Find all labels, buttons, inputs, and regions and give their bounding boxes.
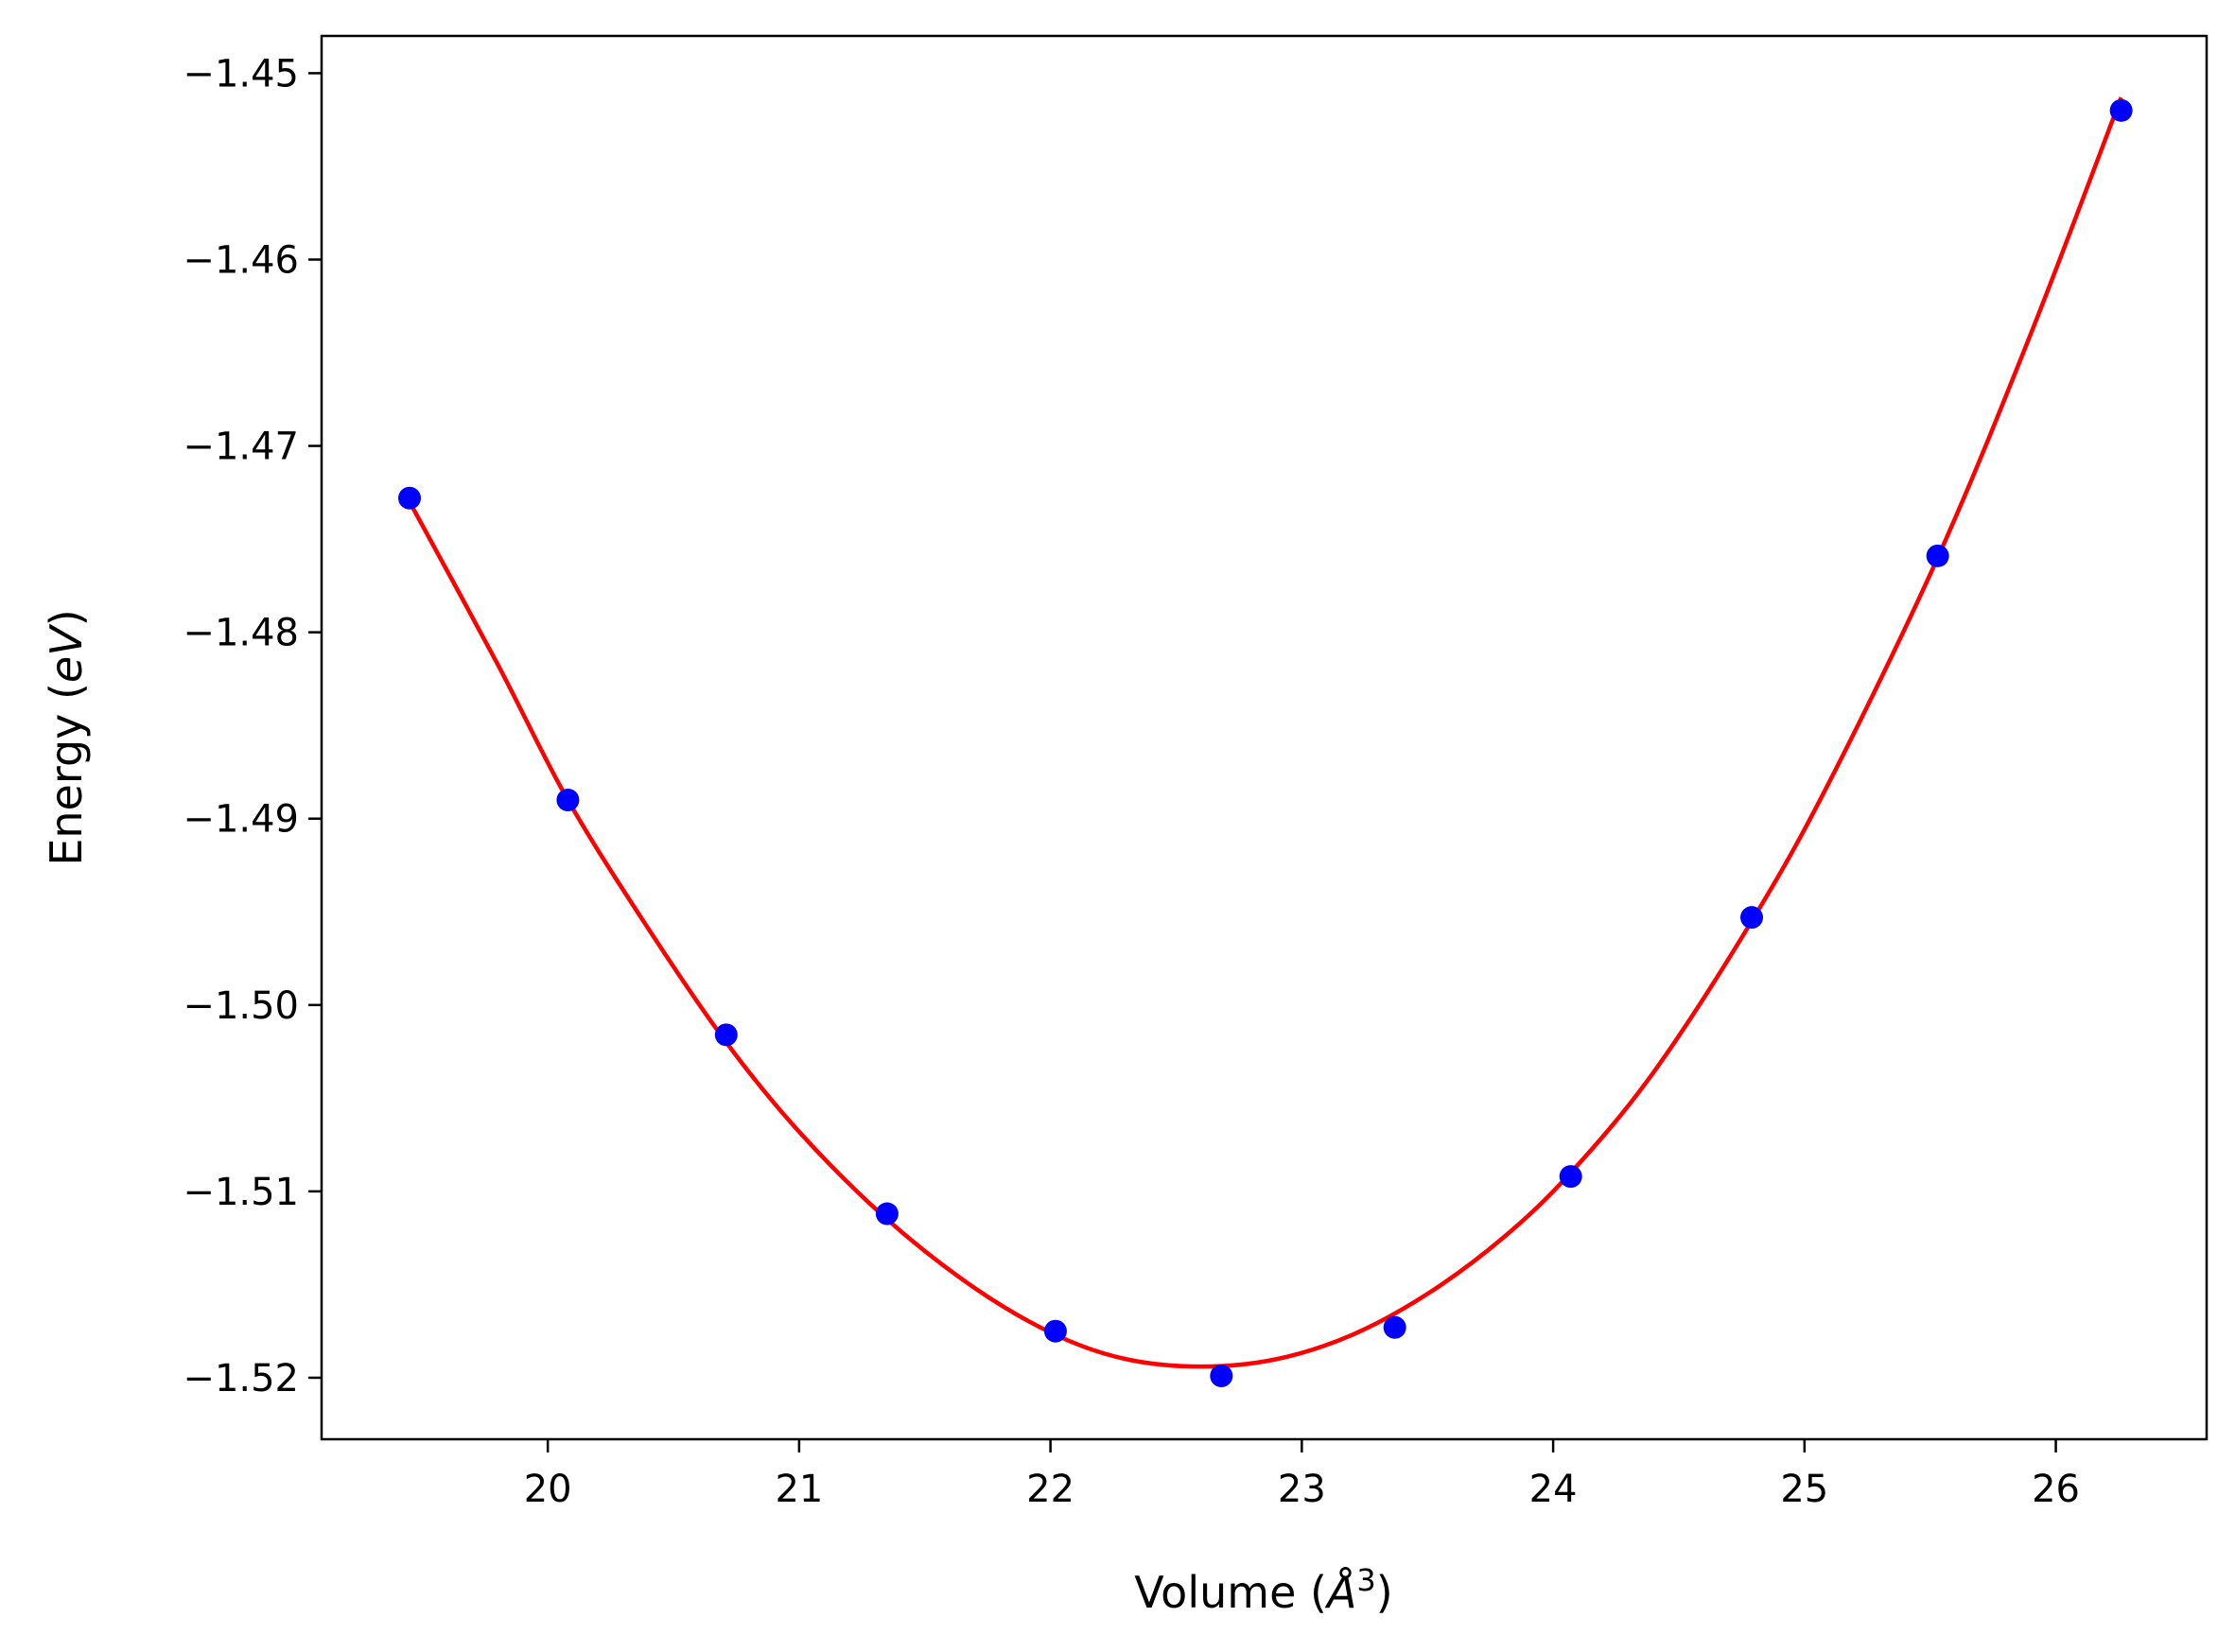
x-axis-label-suffix: ) <box>1376 1567 1393 1618</box>
y-tick-label: −1.45 <box>183 52 299 96</box>
x-axis-label-symbol: Å <box>1324 1567 1356 1618</box>
data-point <box>1740 906 1764 930</box>
data-point <box>1926 544 1949 567</box>
y-axis-label-prefix: Energy ( <box>41 683 92 866</box>
x-axis-label-exponent: 3 <box>1356 1562 1375 1598</box>
data-point <box>1559 1165 1582 1189</box>
data-point <box>1383 1315 1406 1339</box>
plot-frame <box>320 34 2209 1441</box>
x-tick-label: 20 <box>524 1468 572 1511</box>
x-tick-label: 24 <box>1529 1468 1578 1511</box>
y-axis-ticks: −1.45 −1.46 −1.47 −1.48 −1.49 −1.50 −1.51 −1.52 <box>183 52 322 1400</box>
data-point <box>556 789 580 812</box>
y-tick-label: −1.48 <box>183 612 299 655</box>
x-axis-ticks: 20 21 22 23 24 25 26 <box>524 1439 2080 1511</box>
y-axis-label: Energy (eV) <box>41 609 92 865</box>
plot-area <box>322 36 2207 1439</box>
x-tick-label: 25 <box>1780 1468 1828 1511</box>
y-tick-label: −1.47 <box>183 426 299 469</box>
y-tick-label: −1.51 <box>183 1171 299 1214</box>
y-axis-label-suffix: ) <box>41 609 92 626</box>
fit-curve-layer <box>408 96 2123 1369</box>
data-point <box>714 1023 738 1047</box>
x-axis-label-prefix: Volume ( <box>1134 1567 1327 1618</box>
x-tick-label: 22 <box>1026 1468 1074 1511</box>
x-tick-label: 21 <box>775 1468 823 1511</box>
fit-curve <box>408 96 2123 1369</box>
y-tick-label: −1.46 <box>183 238 299 282</box>
data-point <box>875 1202 899 1226</box>
data-point <box>2109 98 2133 122</box>
data-point <box>1043 1319 1067 1343</box>
x-tick-label: 23 <box>1278 1468 1326 1511</box>
x-axis-label: Volume (Å3) <box>1134 1562 1392 1618</box>
data-point <box>398 486 422 510</box>
data-point <box>1210 1364 1233 1387</box>
y-tick-label: −1.52 <box>183 1357 299 1400</box>
x-tick-label: 26 <box>2032 1468 2080 1511</box>
y-tick-label: −1.49 <box>183 798 299 842</box>
y-tick-label: −1.50 <box>183 984 299 1028</box>
y-axis-label-unit: eV <box>41 623 92 683</box>
data-points-layer <box>398 98 2133 1387</box>
